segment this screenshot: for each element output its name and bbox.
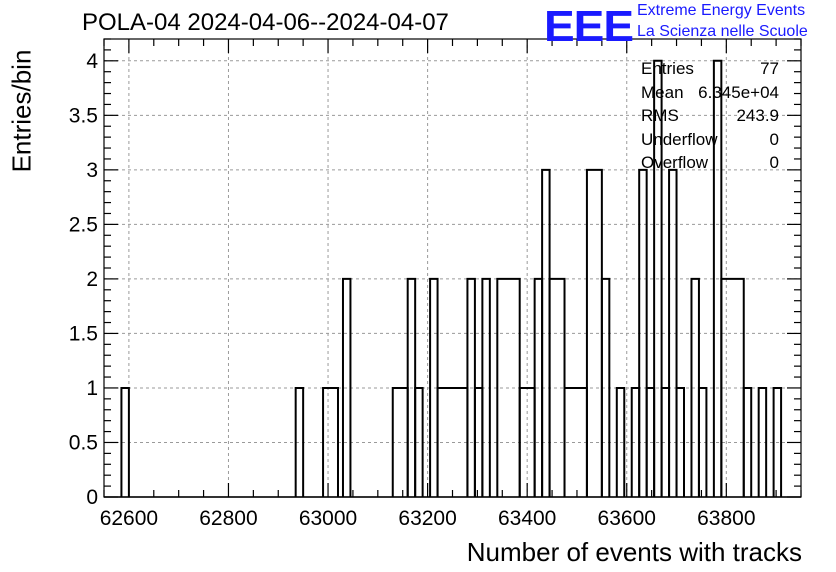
histogram-bin: [653, 59, 663, 497]
x-axis-label: Number of events with tracks: [466, 537, 802, 567]
x-tick-label: 62800: [199, 507, 257, 530]
stat-label: Overflow: [641, 153, 709, 172]
x-tick-label: 63400: [498, 507, 556, 530]
logo-text-line2: La Scienza nelle Scuole: [637, 23, 808, 40]
histogram-bin: [120, 386, 130, 497]
stat-label: Entries: [641, 59, 694, 78]
y-tick-label: 0.5: [69, 431, 98, 454]
stat-value: 77: [760, 59, 779, 78]
x-tick-label: 63000: [299, 507, 357, 530]
histogram-bin: [675, 386, 686, 497]
stat-row-underflow: Underflow 0: [641, 130, 779, 154]
y-tick-label: 0: [86, 486, 98, 509]
axes: 62600 62800 63000 63200 63400 63600 63800 0 0.5 1…: [69, 38, 802, 530]
histogram-bin: [322, 386, 339, 497]
stat-label: RMS: [641, 106, 679, 125]
histogram-bin: [294, 386, 305, 497]
y-axis-label: Entries/bin: [6, 49, 37, 173]
histogram-bin: [414, 386, 424, 497]
histogram-bin: [341, 277, 352, 497]
histogram-bin: [638, 168, 648, 497]
y-tick-label: 4: [86, 50, 98, 73]
histogram-bin: [615, 386, 626, 497]
histogram-bin: [757, 386, 768, 497]
x-tick-label: 63800: [697, 507, 755, 530]
x-tick-label: 62600: [100, 507, 158, 530]
histogram-bin: [668, 168, 678, 497]
grid-lines: [104, 39, 801, 497]
stat-row-overflow: Overflow 0: [641, 153, 779, 177]
y-tick-label: 2: [86, 268, 98, 291]
stat-label: Mean: [641, 82, 684, 102]
histogram-bin: [585, 168, 603, 497]
logo-text-line1: Extreme Energy Events: [637, 2, 806, 19]
y-tick-label: 1.5: [69, 322, 98, 345]
stat-value: 0: [769, 129, 779, 149]
y-tick-label: 2.5: [69, 213, 98, 236]
stats-box: Entries 77 Mean 6.345e+04 RMS 243.9 Unde…: [641, 59, 779, 177]
x-tick-label: 63200: [398, 507, 456, 530]
stat-value: 243.9: [736, 106, 779, 125]
stat-row-rms: RMS 243.9: [641, 106, 779, 130]
y-tick-label: 1: [86, 377, 98, 400]
histogram-bin: [772, 386, 783, 497]
x-tick-label: 63600: [598, 507, 656, 530]
stat-row-entries: Entries 77: [641, 59, 779, 83]
y-tick-label: 3.5: [69, 104, 98, 127]
histogram-bin: [481, 277, 491, 497]
stat-label: Underflow: [641, 129, 718, 149]
eee-logo-mark: EEE: [544, 0, 634, 51]
histogram-bin: [697, 386, 708, 497]
y-tick-label: 3: [86, 159, 98, 182]
histogram-series: [104, 59, 801, 498]
stat-row-mean: Mean 6.345e+04: [641, 83, 779, 107]
stat-value: 0: [769, 153, 779, 172]
histogram-bin: [600, 277, 611, 497]
stat-value: 6.345e+04: [698, 82, 779, 102]
chart-title: POLA-04 2024-04-06--2024-04-07: [82, 9, 449, 36]
histogram-bin: [742, 386, 753, 497]
